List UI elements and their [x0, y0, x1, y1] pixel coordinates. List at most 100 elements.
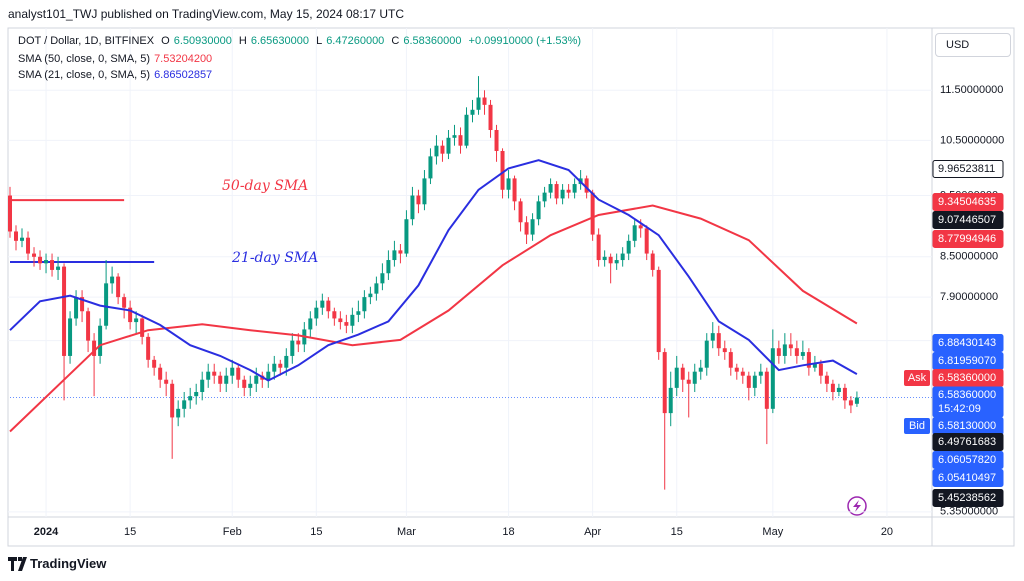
candle-body — [380, 273, 385, 284]
candle-body — [20, 237, 25, 241]
candle-body — [686, 379, 691, 384]
h-value: 6.65630000 — [250, 35, 309, 47]
candle-body — [722, 348, 727, 353]
sma-line — [9, 204, 858, 433]
candle-body — [422, 178, 427, 205]
candle-body — [668, 387, 673, 414]
candle-body — [656, 269, 661, 353]
candle-body — [788, 344, 793, 349]
candle-body — [458, 135, 463, 146]
candle-body — [584, 178, 589, 193]
y-tick-label: 5.35000000 — [940, 506, 998, 518]
price-label: 6.05410497 — [938, 472, 996, 484]
candle-body — [362, 297, 367, 312]
candle-body — [344, 322, 349, 326]
candle-body — [482, 97, 487, 105]
candle-body — [494, 130, 499, 151]
candle-body — [278, 363, 283, 368]
currency-button[interactable]: USD — [935, 33, 1011, 57]
candle-body — [572, 184, 577, 193]
candle-body — [284, 355, 289, 368]
candle-body — [506, 178, 511, 190]
candle-body — [38, 256, 43, 264]
candle-body — [44, 260, 49, 264]
sma21-label[interactable]: SMA (21, close, 0, SMA, 5) — [18, 69, 151, 81]
candle-body — [272, 363, 277, 372]
legend-row: DOT / Dollar, 1D, BITFINEX O 6.50930000 H… — [18, 35, 585, 47]
price-label-box — [932, 334, 1004, 352]
candle-body — [794, 348, 799, 356]
x-tick-label: 18 — [502, 526, 514, 538]
candle-body — [758, 371, 763, 376]
sma-line — [9, 159, 858, 382]
candle-body — [512, 178, 517, 202]
candle-body — [8, 195, 12, 232]
x-tick-label: 15 — [310, 526, 322, 538]
candle-body — [476, 97, 481, 110]
candle-body — [14, 231, 19, 241]
legend-row: SMA (21, close, 0, SMA, 5) 6.86502857 — [18, 69, 216, 81]
x-tick-label: Mar — [397, 526, 416, 538]
chart-frame — [7, 27, 1015, 547]
candle-body — [698, 367, 703, 372]
candle-body — [212, 371, 217, 376]
symbol[interactable]: DOT / Dollar, 1D, BITFINEX — [18, 35, 155, 47]
c-label: C — [391, 35, 400, 47]
price-label: 8.77994946 — [938, 233, 996, 245]
candle-body — [842, 387, 847, 401]
price-label-box — [932, 193, 1004, 211]
candle-body — [122, 297, 127, 308]
candle-body — [80, 297, 85, 312]
candle-body — [500, 150, 505, 190]
price-label: 6.06057820 — [938, 454, 996, 466]
candle-body — [560, 189, 565, 199]
grid — [8, 28, 932, 517]
candle-body — [764, 371, 769, 409]
candle-body — [542, 192, 547, 202]
candle-body — [134, 318, 139, 323]
o-label: O — [161, 35, 170, 47]
price-label-box — [932, 433, 1004, 451]
footer-brand[interactable]: TradingView — [30, 556, 107, 571]
countdown: 15:42:09 — [938, 403, 981, 415]
candle-body — [620, 253, 625, 261]
candle-body — [314, 307, 319, 319]
candle-body — [830, 383, 835, 393]
candle-body — [854, 397, 859, 404]
candle-body — [626, 240, 631, 254]
candle-body — [470, 109, 475, 115]
candle-body — [554, 184, 559, 199]
candle-body — [848, 400, 853, 406]
candle-body — [338, 318, 343, 323]
l-value: 6.47260000 — [326, 35, 385, 47]
candle-body — [530, 219, 535, 235]
candle-body — [734, 367, 739, 372]
alert-icon[interactable] — [847, 496, 867, 516]
candle-body — [818, 363, 823, 376]
candle-body — [446, 137, 451, 154]
candle-body — [674, 367, 679, 388]
candle-body — [98, 325, 103, 356]
candle-body — [32, 253, 37, 257]
x-tick-label: 15 — [124, 526, 136, 538]
sma50-label[interactable]: SMA (50, close, 0, SMA, 5) — [18, 53, 151, 65]
candle-body — [176, 408, 181, 418]
candle-body — [68, 318, 73, 356]
candle-body — [548, 184, 553, 193]
candle-body — [404, 219, 409, 254]
candle-body — [836, 387, 841, 393]
candle-body — [152, 359, 157, 368]
tag-box — [904, 370, 930, 386]
candle-body — [608, 256, 613, 264]
candle-body — [194, 392, 199, 397]
candle-body — [296, 340, 301, 345]
candle-body — [728, 352, 733, 368]
publish-header: analyst101_TWJ published on TradingView.… — [8, 7, 404, 21]
price-label-box — [932, 489, 1004, 507]
candle-body — [632, 225, 637, 241]
candle-body — [428, 156, 433, 179]
o-value: 6.50930000 — [173, 35, 232, 47]
candle-body — [752, 375, 757, 388]
candle-body — [638, 225, 643, 229]
price-label: 9.07446507 — [938, 214, 996, 226]
